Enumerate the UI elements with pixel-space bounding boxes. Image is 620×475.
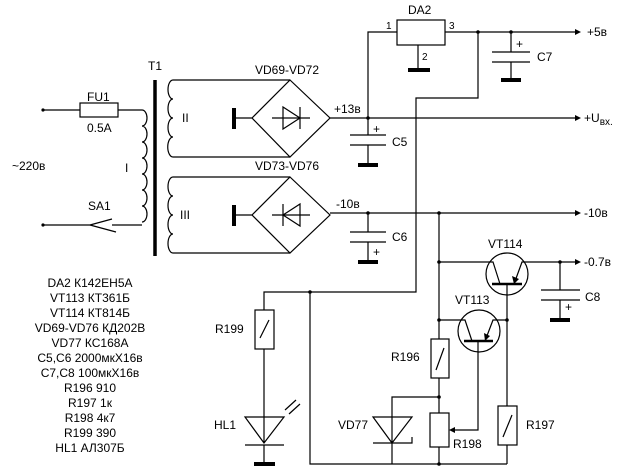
mains-input [41, 108, 142, 233]
label-vd77: VD77 [338, 418, 368, 432]
label-vt113: VT113 [455, 293, 490, 307]
label-da2: DA2 [408, 3, 432, 17]
parts-list-item: DA2 К142ЕН5А [47, 276, 132, 290]
label-fu1: FU1 [87, 90, 110, 104]
parts-list-item: HL1 АЛ307Б [55, 441, 125, 455]
label-winding-1: I [125, 161, 128, 175]
transistor-vt113 [457, 309, 501, 353]
label-t1: T1 [148, 59, 162, 73]
label-minus10v: -10в [336, 197, 360, 211]
output-minus07v: -0.7в [584, 255, 611, 269]
output-plus5v: +5в [587, 25, 607, 39]
parts-list-item: VD77 КС168А [52, 336, 129, 350]
label-winding-3: III [180, 208, 190, 222]
label-c6: C6 [392, 230, 408, 244]
label-winding-2: II [182, 111, 189, 125]
label-c8: C8 [585, 290, 601, 304]
parts-list-item: C5,C6 2000мкХ16в [37, 351, 142, 365]
parts-list-item: VD69-VD76 КД202В [35, 321, 146, 335]
label-pin1: 1 [386, 21, 392, 32]
polarity-c6: + [373, 245, 380, 259]
parts-list: DA2 К142ЕН5А VT113 КТ361Б VT114 КТ814Б V… [35, 276, 146, 455]
parts-list-item: R199 390 [64, 426, 116, 440]
led-light-icon [284, 399, 301, 415]
label-r196: R196 [391, 350, 420, 364]
label-bridge-1: VD69-VD72 [255, 63, 319, 77]
parts-list-item: R196 910 [64, 381, 116, 395]
label-13v: +13в [334, 102, 361, 116]
output-uin: +Uвх. [584, 111, 613, 128]
parts-list-item: C7,C8 100мкХ16в [41, 366, 140, 380]
label-vt114: VT114 [488, 237, 523, 251]
label-bridge-2: VD73-VD76 [255, 159, 319, 173]
polarity-c7: + [516, 37, 523, 51]
secondary-winding-3 [167, 176, 290, 254]
parts-list-item: R197 1к [68, 396, 113, 410]
label-pin3: 3 [449, 21, 455, 32]
polarity-c5: + [373, 122, 380, 136]
fuse-fu1 [79, 102, 119, 118]
label-c7: C7 [537, 50, 553, 64]
label-r197: R197 [526, 418, 555, 432]
label-pin2: 2 [422, 52, 428, 63]
parts-list-item: VT114 КТ814Б [50, 306, 130, 320]
label-fu1-rating: 0.5A [87, 121, 112, 135]
resistor-r197 [497, 405, 518, 446]
transistor-vt114 [485, 252, 529, 296]
resistor-r196 [430, 338, 450, 379]
bridge-vd69-vd72 [232, 79, 331, 158]
switch-sa1 [89, 224, 117, 233]
parts-list-item: VT113 КТ361Б [50, 291, 130, 305]
label-c5: C5 [392, 135, 408, 149]
regulator-da2 [396, 19, 446, 46]
label-mains: ~220в [12, 159, 45, 173]
label-r199: R199 [215, 322, 244, 336]
label-sa1: SA1 [88, 199, 111, 213]
output-minus10v: -10в [584, 206, 608, 220]
primary-winding [141, 109, 148, 223]
parts-list-item: R198 4к7 [65, 411, 116, 425]
secondary-winding-2 [167, 79, 290, 158]
label-hl1: HL1 [214, 418, 236, 432]
bridge-vd73-vd76 [232, 176, 331, 254]
polarity-c8: + [565, 300, 572, 314]
label-r198: R198 [453, 437, 482, 451]
resistor-r198 [429, 412, 450, 448]
